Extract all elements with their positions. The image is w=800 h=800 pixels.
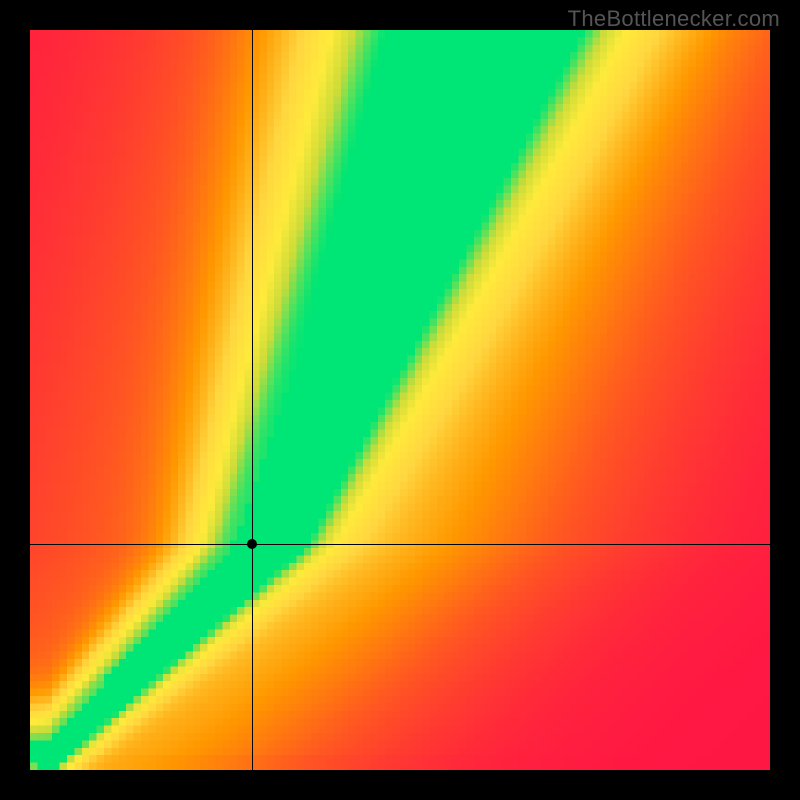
crosshair-marker-dot bbox=[247, 539, 257, 549]
chart-container: TheBottlenecker.com bbox=[0, 0, 800, 800]
crosshair-vertical bbox=[252, 30, 253, 770]
bottleneck-heatmap bbox=[30, 30, 770, 770]
watermark-text: TheBottlenecker.com bbox=[568, 6, 780, 32]
plot-area bbox=[30, 30, 770, 770]
crosshair-horizontal bbox=[30, 544, 770, 545]
